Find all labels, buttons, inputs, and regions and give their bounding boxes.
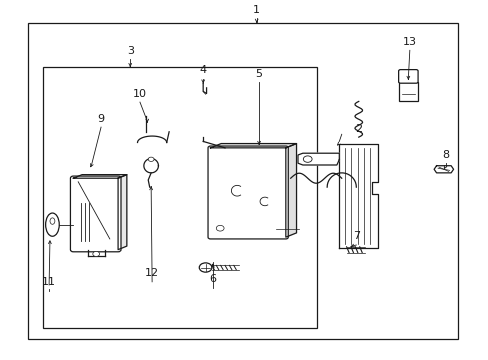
Text: 4: 4	[199, 65, 206, 75]
Polygon shape	[433, 166, 453, 173]
Circle shape	[303, 156, 311, 162]
Circle shape	[148, 157, 154, 161]
Circle shape	[216, 225, 224, 231]
Circle shape	[199, 263, 211, 272]
Ellipse shape	[45, 213, 59, 236]
Text: 2: 2	[354, 124, 362, 134]
Text: 12: 12	[145, 268, 159, 278]
Bar	[398, 82, 417, 102]
Polygon shape	[297, 153, 339, 165]
Text: 5: 5	[255, 69, 262, 79]
FancyBboxPatch shape	[70, 176, 121, 252]
Polygon shape	[73, 175, 126, 178]
Text: 1: 1	[253, 5, 260, 15]
Ellipse shape	[50, 218, 55, 224]
Bar	[28, 23, 458, 339]
Polygon shape	[118, 175, 126, 249]
Circle shape	[93, 251, 100, 256]
Text: 6: 6	[209, 274, 216, 284]
Text: 11: 11	[42, 277, 56, 287]
Text: 8: 8	[442, 150, 449, 159]
Polygon shape	[210, 144, 296, 148]
Polygon shape	[339, 144, 377, 248]
Bar	[42, 67, 317, 328]
FancyBboxPatch shape	[207, 146, 287, 239]
Text: 3: 3	[126, 46, 133, 56]
Text: 10: 10	[133, 89, 147, 99]
Text: 13: 13	[402, 37, 416, 47]
Polygon shape	[285, 144, 296, 237]
Text: 7: 7	[352, 231, 359, 242]
FancyBboxPatch shape	[398, 69, 417, 83]
Text: 9: 9	[97, 113, 104, 123]
